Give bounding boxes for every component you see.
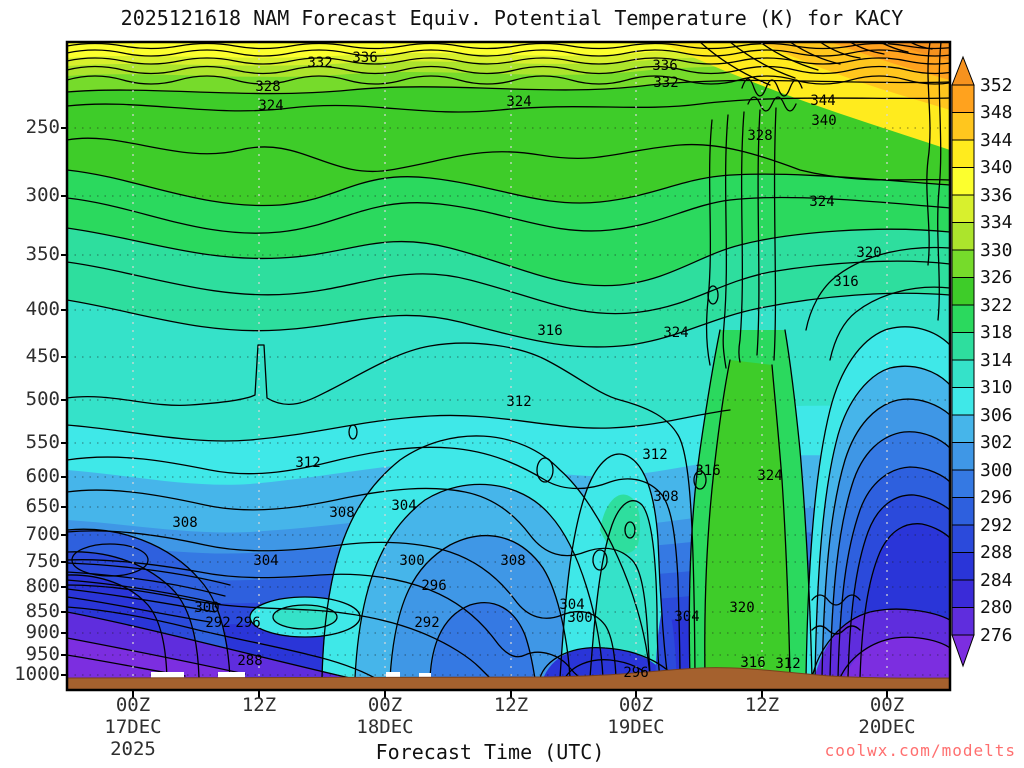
contour-label: 324 <box>258 98 283 114</box>
contour-label: 308 <box>329 505 354 521</box>
svg-text:318: 318 <box>980 322 1013 343</box>
contour-label: 292 <box>205 615 230 631</box>
colorbar-arrow-high <box>951 55 975 86</box>
svg-text:330: 330 <box>980 240 1013 261</box>
contour-label: 316 <box>537 323 562 339</box>
svg-text:306: 306 <box>980 405 1013 426</box>
y-tick-750: 750 <box>25 550 60 572</box>
contour-label: 316 <box>695 463 720 479</box>
contour-label: 332 <box>653 75 678 91</box>
contour-labels: 332 336 328 324 324 336 332 344 340 328 … <box>172 50 881 681</box>
x-tick-00z-17dec: 00Z 17DEC 2025 <box>104 694 162 760</box>
contour-label: 344 <box>810 93 835 109</box>
contour-label: 328 <box>747 128 772 144</box>
y-tick-850: 850 <box>25 600 60 622</box>
contour-label: 288 <box>237 653 262 669</box>
svg-text:284: 284 <box>980 570 1013 591</box>
svg-text:322: 322 <box>980 295 1013 316</box>
contour-label: 324 <box>663 325 688 341</box>
colorbar-arrow-low <box>951 634 975 668</box>
svg-text:300: 300 <box>980 460 1013 481</box>
contour-label: 316 <box>833 274 858 290</box>
contour-label: 308 <box>653 489 678 505</box>
contour-label: 304 <box>674 609 699 625</box>
page-title: 2025121618 NAM Forecast Equiv. Potential… <box>120 6 904 30</box>
svg-text:348: 348 <box>980 102 1013 123</box>
contour-label: 312 <box>642 447 667 463</box>
contour-label: 300 <box>194 600 219 616</box>
contour-label: 324 <box>506 94 531 110</box>
y-tick-800: 800 <box>25 575 60 597</box>
colorbar: 352 348 344 340 336 334 330 326 322 318 … <box>951 55 1013 668</box>
svg-text:296: 296 <box>980 487 1013 508</box>
y-tick-250: 250 <box>25 116 60 138</box>
contour-label: 304 <box>391 498 416 514</box>
y-tick-400: 400 <box>25 298 60 320</box>
contour-label: 340 <box>811 113 836 129</box>
contour-label: 304 <box>559 597 584 613</box>
contour-label: 328 <box>255 79 280 95</box>
svg-text:340: 340 <box>980 157 1013 178</box>
contour-label: 300 <box>567 610 592 626</box>
y-tick-950: 950 <box>25 643 60 665</box>
x-tick-12z-19dec: 12Z <box>744 694 780 716</box>
contour-label: 324 <box>757 468 782 484</box>
x-tick-00z-18dec: 00Z 18DEC <box>356 694 414 738</box>
svg-text:326: 326 <box>980 267 1013 288</box>
watermark-link[interactable]: coolwx.com/modelts <box>824 741 1016 760</box>
x-axis-title: Forecast Time (UTC) <box>375 740 605 764</box>
svg-text:344: 344 <box>980 130 1013 151</box>
y-tick-500: 500 <box>25 388 60 410</box>
contour-label: 292 <box>414 615 439 631</box>
svg-text:336: 336 <box>980 185 1013 206</box>
svg-text:352: 352 <box>980 75 1013 96</box>
contour-label: 296 <box>421 578 446 594</box>
contour-label: 332 <box>307 55 332 71</box>
svg-text:280: 280 <box>980 597 1013 618</box>
y-tick-300: 300 <box>25 184 60 206</box>
contour-label: 304 <box>253 553 278 569</box>
x-tick-12z-18dec: 12Z <box>493 694 529 716</box>
colorbar-labels: 352 348 344 340 336 334 330 326 322 318 … <box>980 75 1013 646</box>
svg-text:292: 292 <box>980 515 1013 536</box>
y-tick-600: 600 <box>25 465 60 487</box>
y-tick-700: 700 <box>25 523 60 545</box>
svg-text:310: 310 <box>980 377 1013 398</box>
contour-label: 296 <box>235 615 260 631</box>
contour-lines <box>67 42 950 679</box>
plot-border-and-ticks <box>61 40 952 698</box>
x-tick-12z-17dec: 12Z <box>241 694 277 716</box>
contour-label: 336 <box>652 58 677 74</box>
contour-label: 336 <box>352 50 377 66</box>
y-tick-900: 900 <box>25 621 60 643</box>
svg-text:334: 334 <box>980 212 1013 233</box>
svg-text:276: 276 <box>980 625 1013 646</box>
y-tick-450: 450 <box>25 345 60 367</box>
terrain-strip <box>67 667 950 690</box>
contour-label: 308 <box>172 515 197 531</box>
y-tick-1000: 1000 <box>14 663 60 685</box>
contour-label: 312 <box>295 455 320 471</box>
contour-label: 300 <box>399 553 424 569</box>
svg-text:302: 302 <box>980 432 1013 453</box>
x-tick-00z-19dec: 00Z 19DEC <box>607 694 665 738</box>
svg-text:314: 314 <box>980 350 1013 371</box>
contour-label: 312 <box>506 394 531 410</box>
y-tick-550: 550 <box>25 431 60 453</box>
contour-label: 320 <box>729 600 754 616</box>
contour-label: 296 <box>623 665 648 681</box>
contour-label: 312 <box>775 656 800 672</box>
svg-text:288: 288 <box>980 542 1013 563</box>
contour-label: 320 <box>856 245 881 261</box>
contour-label: 324 <box>809 194 834 210</box>
y-tick-350: 350 <box>25 243 60 265</box>
y-tick-650: 650 <box>25 495 60 517</box>
contour-label: 308 <box>500 553 525 569</box>
x-tick-00z-20dec: 00Z 20DEC <box>858 694 916 738</box>
contour-label: 316 <box>740 655 765 671</box>
